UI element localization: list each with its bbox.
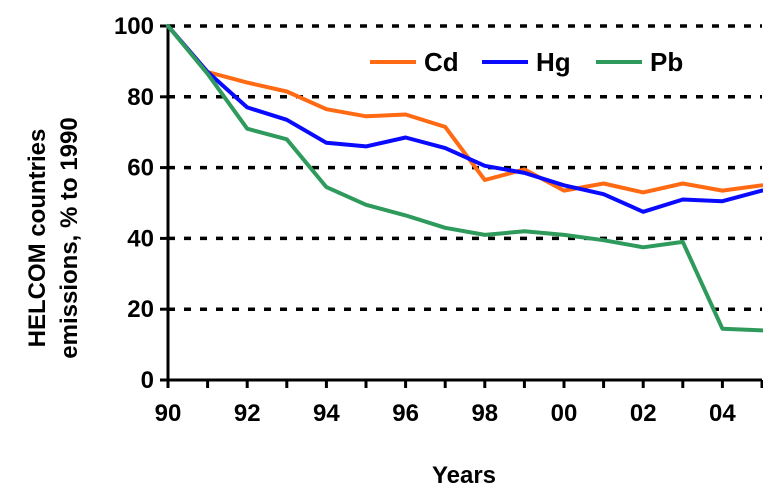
y-tick-label-0: 0: [141, 367, 154, 394]
x-tick-label-96: 96: [392, 400, 419, 427]
x-tick-label-98: 98: [471, 400, 498, 427]
y-tick-label-100: 100: [114, 13, 154, 40]
legend-label-cd: Cd: [424, 47, 459, 77]
legend-bg-cd: [366, 42, 466, 74]
series-line-pb: [166, 24, 763, 333]
x-tick-label-04: 04: [709, 400, 736, 427]
gridlines: [168, 24, 762, 311]
y-tick-label-20: 20: [127, 296, 154, 323]
series-line-cd: [166, 24, 763, 195]
x-tick-label-00: 00: [551, 400, 578, 427]
y-axis-title-line2: emissions, % to 1990: [56, 117, 83, 358]
x-axis-title: Years: [432, 462, 496, 489]
series-line-hg: [166, 24, 763, 214]
series-lines: [166, 24, 763, 333]
legend-bg-hg: [478, 42, 578, 74]
axes: [160, 24, 763, 388]
y-tick-label-80: 80: [127, 84, 154, 111]
legend-label-hg: Hg: [536, 47, 571, 77]
y-axis-title-line1: HELCOM countries: [24, 129, 51, 348]
x-tick-label-92: 92: [234, 400, 261, 427]
x-tick-label-94: 94: [313, 400, 340, 427]
legend: Cd Hg Pb: [366, 42, 692, 77]
x-tick-label-02: 02: [630, 400, 657, 427]
y-tick-label-60: 60: [127, 155, 154, 182]
tick-labels: 0 20 40 60 80 100 90 92 94 96 98 00 02 04: [114, 13, 736, 427]
legend-bg-pb: [592, 42, 692, 74]
x-tick-label-90: 90: [155, 400, 182, 427]
y-tick-label-40: 40: [127, 225, 154, 252]
legend-label-pb: Pb: [650, 47, 683, 77]
